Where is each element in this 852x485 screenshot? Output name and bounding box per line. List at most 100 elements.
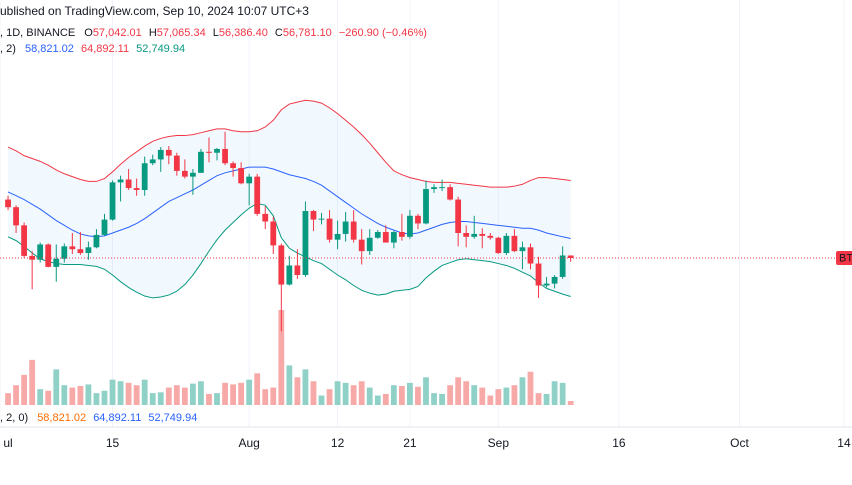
candle-body xyxy=(390,232,397,243)
ohlc-value: 57,042.01 xyxy=(93,27,142,39)
candle-body xyxy=(407,215,413,237)
candle-body xyxy=(109,182,116,220)
candle-body xyxy=(254,176,261,214)
volume-bar xyxy=(133,385,140,405)
volume-bar xyxy=(13,385,19,405)
volume-bar xyxy=(439,393,445,405)
candle-body xyxy=(366,237,373,252)
x-tick-label: 16 xyxy=(612,436,626,450)
candle-body xyxy=(270,221,277,246)
volume-bar xyxy=(45,390,52,405)
candle-body xyxy=(222,148,228,164)
volume-bar xyxy=(415,386,421,405)
volume-bar xyxy=(423,377,429,405)
volume-bar xyxy=(503,387,510,405)
candle-body xyxy=(455,199,462,233)
candle-body xyxy=(85,247,92,254)
volume-bar xyxy=(125,382,132,405)
bollinger-bands xyxy=(7,99,571,299)
volume-bar xyxy=(69,387,76,405)
legend-bb: , 2) 58,821.02 64,892.11 52,749.94 xyxy=(0,43,185,55)
candle-body xyxy=(350,221,357,240)
volume-bar xyxy=(85,384,92,405)
candle-body xyxy=(262,213,269,222)
volume-bar xyxy=(222,382,228,405)
candle-body xyxy=(294,265,301,276)
ohlc-value: 57,065.34 xyxy=(157,27,206,39)
candle-body xyxy=(53,258,60,267)
candle-body xyxy=(206,151,212,153)
volume-bar xyxy=(431,393,437,405)
bb-value: 64,892.11 xyxy=(81,43,129,55)
change: −260.90 (−0.46%) xyxy=(339,27,427,39)
volume-bar xyxy=(374,395,381,405)
volume-bar xyxy=(149,393,156,405)
price-label-box xyxy=(836,250,852,265)
volume-bar xyxy=(302,369,309,405)
volume-bar xyxy=(479,387,486,405)
band-upper xyxy=(7,99,571,188)
ohlc-label: O xyxy=(84,27,93,39)
x-tick-label: ul xyxy=(3,436,12,450)
candle-body xyxy=(326,218,333,240)
band-fill xyxy=(8,100,571,298)
candle-body xyxy=(487,235,494,238)
volume-bar xyxy=(567,401,574,405)
volume-bar xyxy=(206,393,212,405)
candle-body xyxy=(230,163,236,169)
candle-body xyxy=(181,170,188,177)
candle-body xyxy=(93,234,100,248)
volume-bar xyxy=(455,377,462,405)
candle-body xyxy=(302,211,309,276)
candle-body xyxy=(77,249,84,254)
volume-bar xyxy=(198,381,204,405)
candle-body xyxy=(431,187,437,190)
candle-body xyxy=(133,188,140,191)
candle-body xyxy=(535,263,542,286)
volume-label: , 2, 0) xyxy=(0,412,28,424)
volume-bar xyxy=(390,385,397,405)
header: ublished on TradingView.com, Sep 10, 202… xyxy=(0,4,309,18)
ohlc-label: L xyxy=(213,27,219,39)
volume-bar xyxy=(447,385,454,405)
candle-body xyxy=(101,219,108,235)
candle-body xyxy=(342,221,349,234)
candle-body xyxy=(495,237,502,254)
volume-bar xyxy=(157,392,164,405)
grid xyxy=(0,0,845,427)
volume-bar xyxy=(262,389,269,405)
candle-body xyxy=(21,225,28,256)
legend-volume: , 2, 0) 58,821.02 64,892.11 52,749.94 xyxy=(0,412,197,424)
volume-bar xyxy=(350,385,357,405)
volume-bar xyxy=(487,395,494,405)
volume-bar xyxy=(294,377,301,405)
candle-body xyxy=(157,149,164,160)
x-tick-label: 15 xyxy=(106,436,120,450)
volume-pane xyxy=(5,310,574,405)
volume-bar xyxy=(358,381,365,405)
volume-bar xyxy=(77,386,84,405)
x-tick-label: 14 xyxy=(837,436,851,450)
candle-body xyxy=(334,233,341,240)
volume-value: 58,821.02 xyxy=(37,412,86,424)
candle-body xyxy=(358,239,365,252)
volume-value: 52,749.94 xyxy=(148,412,197,424)
volume-bar xyxy=(334,381,341,405)
volume-bar xyxy=(342,382,349,405)
volume-bar xyxy=(471,385,478,405)
volume-bar xyxy=(382,393,389,405)
ohlc-value: 56,781.10 xyxy=(283,27,332,39)
volume-bar xyxy=(29,359,36,405)
volume-bar xyxy=(37,389,44,405)
volume-bar xyxy=(527,371,534,405)
candle-body xyxy=(165,149,172,156)
candle-body xyxy=(318,218,325,220)
volume-bar xyxy=(407,382,413,405)
candle-body xyxy=(519,247,526,252)
volume-bar xyxy=(53,369,60,405)
volume-bar xyxy=(246,379,253,405)
candle-body xyxy=(567,255,574,258)
candle-body xyxy=(29,255,36,260)
